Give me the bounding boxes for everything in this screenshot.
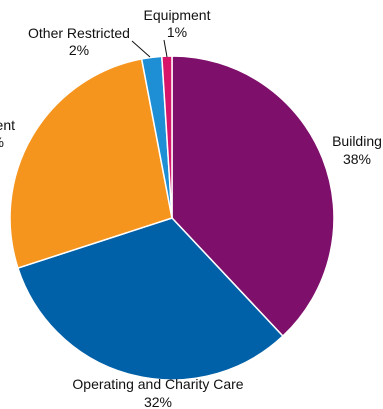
pie-slices xyxy=(9,55,335,381)
leader-line-other-restricted xyxy=(131,40,151,58)
pie-slice-operating-and-charity-care xyxy=(16,217,284,381)
slice-label-operating-and-charity-care: Operating and Charity Care xyxy=(72,376,243,392)
slice-value-building: 38% xyxy=(343,151,371,167)
leader-line-equipment xyxy=(163,39,168,58)
pie-slice-building xyxy=(171,55,335,338)
slice-label-other-restricted: Other Restricted xyxy=(28,25,130,41)
slice-value-other-restricted: 2% xyxy=(69,42,89,58)
slice-label-equipment: Equipment xyxy=(144,7,211,23)
pie-slice-endowment xyxy=(9,57,173,270)
slice-labels: Building 38% Operating and Charity Care 32%… xyxy=(0,7,382,409)
leader-lines xyxy=(131,39,168,58)
slice-label-endowment: Endowment xyxy=(0,117,15,133)
slice-label-building: Building xyxy=(332,133,382,149)
slice-value-equipment: 1% xyxy=(167,24,187,40)
slice-value-operating-and-charity-care: 32% xyxy=(144,394,172,409)
slice-value-endowment: 27% xyxy=(0,134,4,150)
